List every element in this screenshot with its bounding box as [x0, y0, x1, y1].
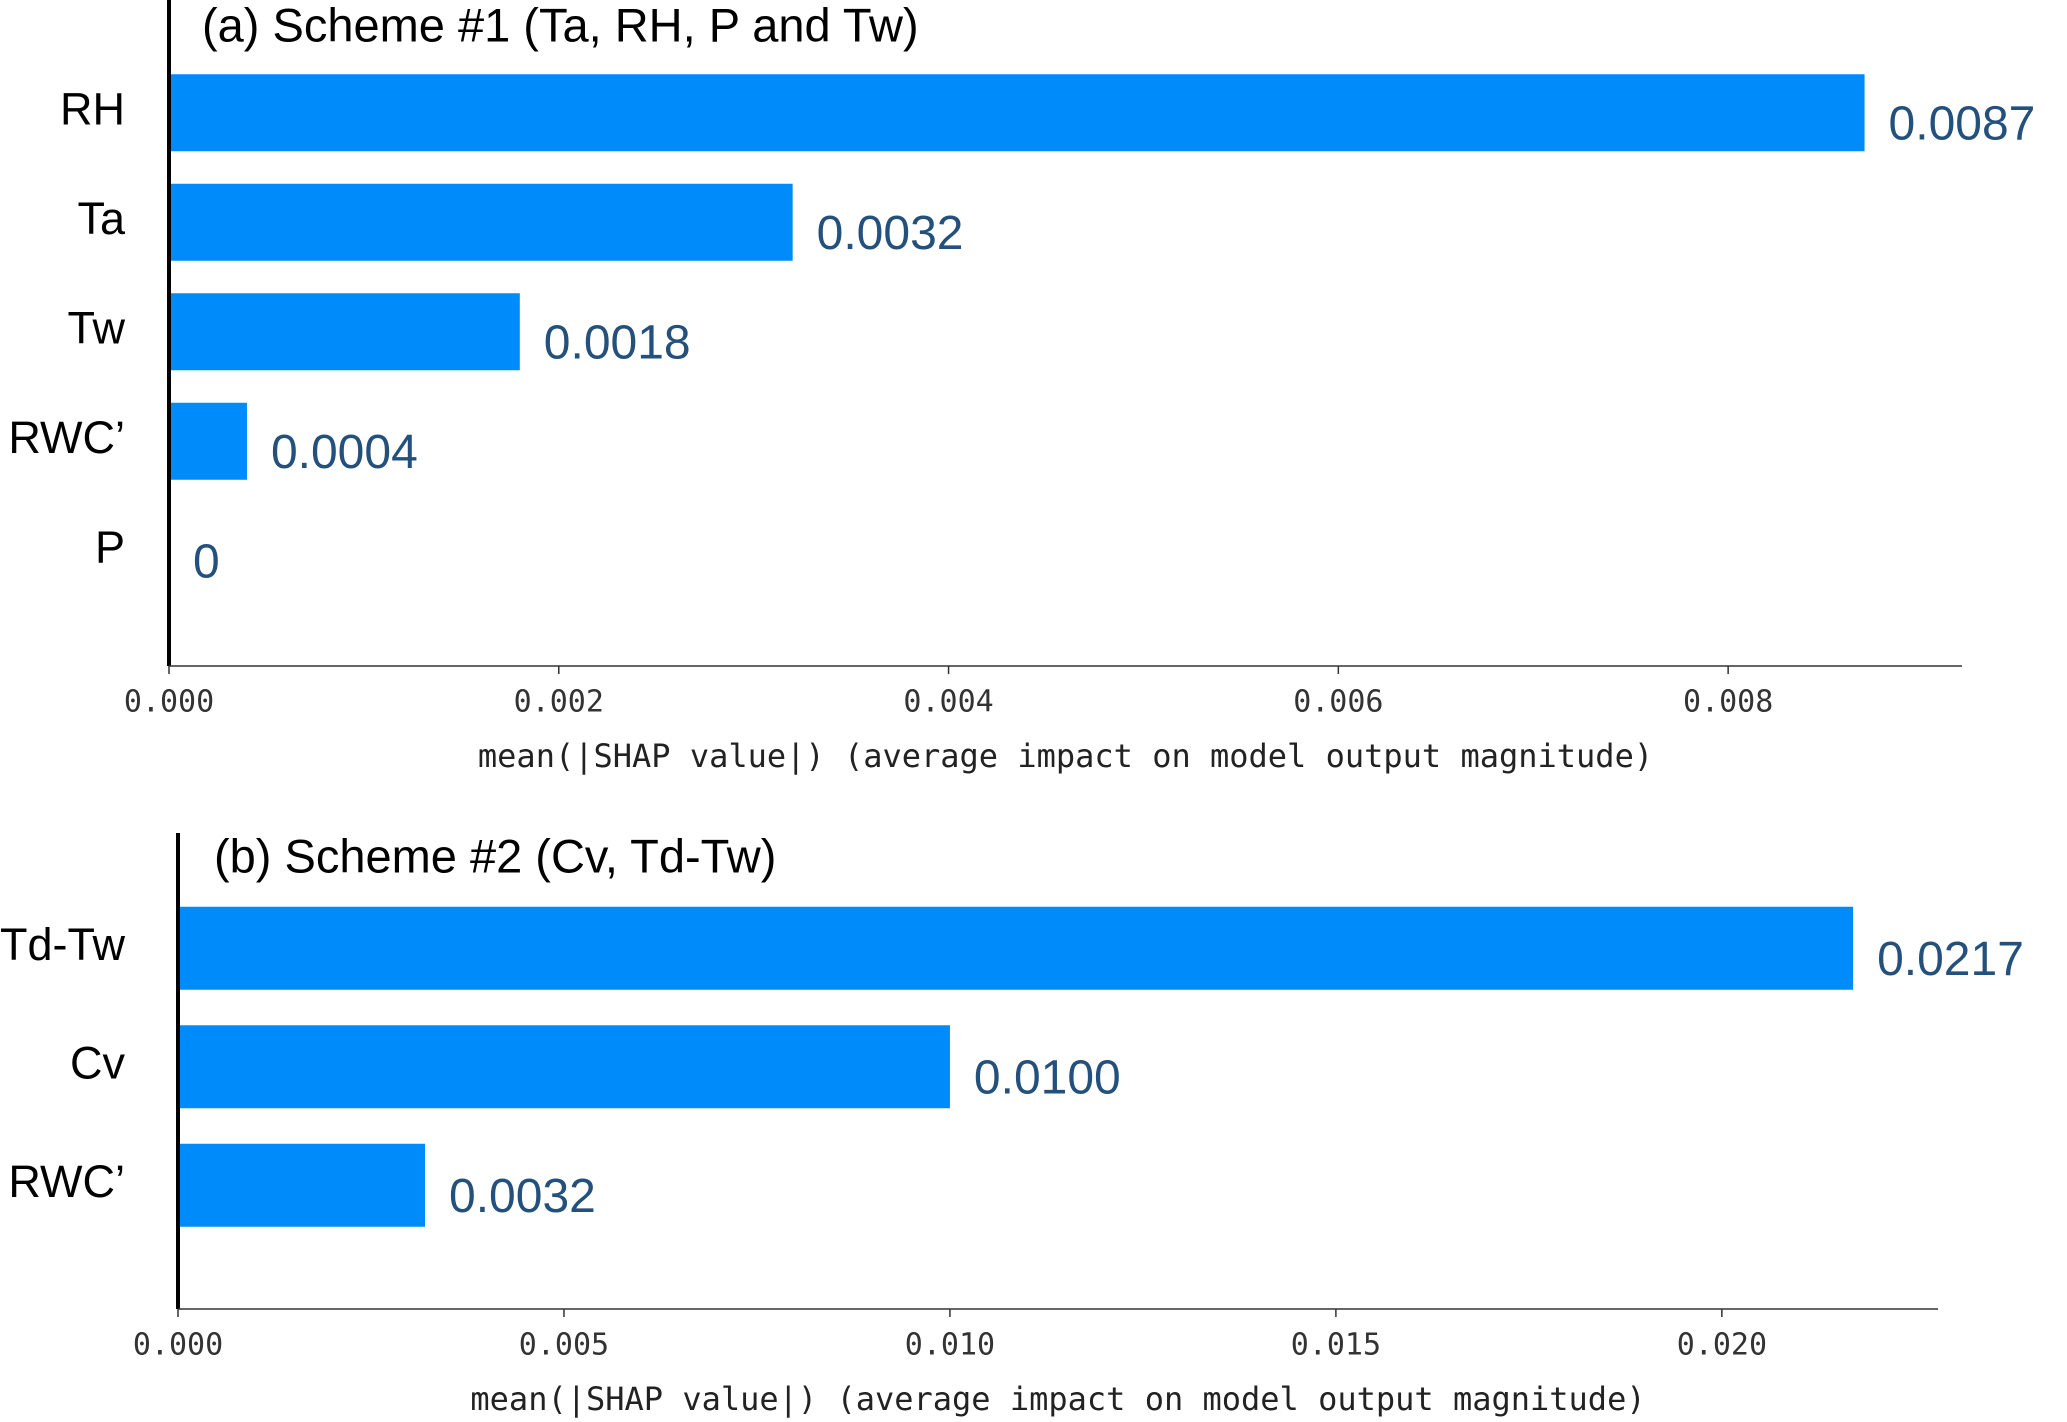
category-label: Tw	[67, 303, 125, 354]
bar	[169, 402, 247, 480]
category-label: RWC’	[8, 412, 125, 463]
bar	[169, 74, 1865, 152]
bar	[178, 1025, 950, 1109]
value-label: 0.0100	[974, 1051, 1121, 1104]
x-tick-label: 0.005	[519, 1328, 609, 1363]
value-label: 0.0004	[271, 426, 418, 479]
category-label: RWC’	[8, 1156, 125, 1207]
category-label: P	[95, 522, 125, 573]
x-tick-label: 0.006	[1293, 685, 1383, 720]
bar	[178, 906, 1854, 990]
x-axis-label: mean(|SHAP value|) (average impact on mo…	[470, 1380, 1645, 1418]
x-axis-label: mean(|SHAP value|) (average impact on mo…	[478, 737, 1653, 775]
x-tick-label: 0.020	[1677, 1328, 1767, 1363]
value-label: 0.0018	[544, 316, 691, 369]
x-tick-label: 0.008	[1683, 685, 1773, 720]
x-tick-label: 0.004	[903, 685, 993, 720]
value-label: 0.0087	[1889, 97, 2036, 150]
x-tick-label: 0.000	[133, 1328, 223, 1363]
chart-title: (a) Scheme #1 (Ta, RH, P and Tw)	[202, 0, 919, 51]
value-label: 0.0032	[449, 1170, 596, 1223]
value-label: 0	[193, 535, 220, 588]
category-label: RH	[60, 84, 125, 135]
category-label: Td-Tw	[0, 919, 125, 970]
value-label: 0.0217	[1877, 933, 2024, 986]
chart-title: (b) Scheme #2 (Cv, Td-Tw)	[214, 829, 776, 882]
category-label: Ta	[77, 193, 126, 244]
bar	[169, 293, 520, 371]
bar	[178, 1143, 426, 1227]
category-label: Cv	[70, 1038, 125, 1089]
x-tick-label: 0.010	[905, 1328, 995, 1363]
x-tick-label: 0.000	[124, 685, 214, 720]
bar	[169, 183, 793, 261]
value-label: 0.0032	[817, 207, 964, 260]
x-tick-label: 0.002	[514, 685, 604, 720]
x-tick-label: 0.015	[1291, 1328, 1381, 1363]
